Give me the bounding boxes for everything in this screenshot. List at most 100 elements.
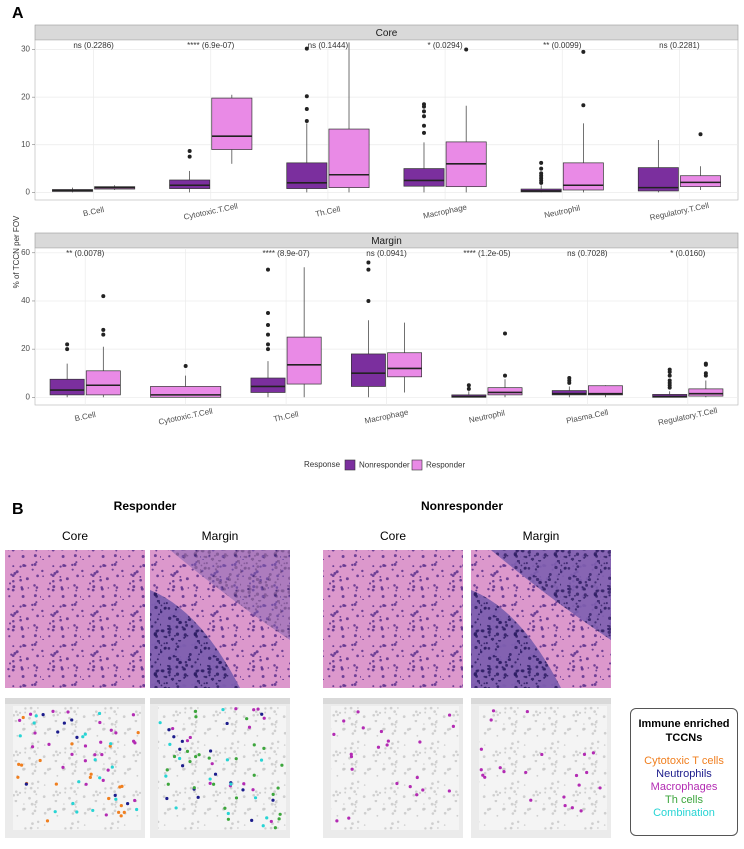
map-cell (89, 772, 93, 776)
annotation: **** (1.2e-05) (463, 249, 510, 258)
map-cell (269, 819, 273, 824)
map-cell (81, 735, 85, 739)
he-dense-region (471, 590, 561, 688)
map-cell (71, 801, 75, 806)
box (403, 168, 445, 187)
strip-title: Core (376, 28, 398, 39)
map-cell (252, 708, 256, 712)
outlier (265, 311, 270, 316)
map-cell (479, 747, 483, 751)
map-cell (93, 753, 97, 757)
map-cell (221, 707, 225, 712)
map-cell (252, 743, 256, 747)
map-cell (223, 806, 227, 810)
box (487, 387, 523, 396)
map-cell (247, 725, 252, 729)
map-cell (349, 755, 354, 759)
map-cell (260, 712, 264, 716)
outlier (366, 298, 371, 303)
box (286, 162, 328, 189)
map-cell (226, 811, 230, 816)
map-cell (33, 731, 37, 735)
box (680, 175, 721, 188)
map-cell (356, 710, 360, 714)
map-cell (70, 718, 74, 722)
outlier (265, 267, 270, 272)
map-cell (242, 782, 246, 786)
map-cell (563, 803, 567, 808)
y-tick-label: 60 (21, 248, 30, 257)
x-tick-label: B.Cell (82, 205, 105, 218)
map-strip (323, 698, 463, 704)
map-cell (591, 751, 595, 755)
box (551, 390, 587, 396)
map-cell (185, 749, 190, 753)
map-cell (110, 765, 114, 769)
y-tick-label: 30 (21, 45, 30, 54)
map-cell (489, 718, 493, 722)
outlier (187, 148, 192, 153)
map-cell (158, 721, 162, 725)
map-cell (229, 782, 233, 786)
map-cell (18, 718, 22, 722)
map-cell (585, 770, 589, 775)
annotation: ns (0.1444) (308, 41, 349, 50)
outlier (101, 327, 106, 332)
map-cell (395, 781, 399, 786)
map-cell (280, 763, 284, 767)
map-cell (97, 711, 102, 716)
annotation: ns (0.0941) (366, 249, 407, 258)
outlier (703, 361, 708, 366)
annotation: * (0.0294) (428, 41, 463, 50)
box (588, 385, 623, 396)
map-cell (61, 765, 65, 769)
outlier (581, 49, 586, 54)
map-cell (502, 769, 506, 774)
he-dense-region (491, 550, 611, 640)
map-cell (277, 817, 281, 821)
map-cell (208, 781, 212, 785)
map-cell (525, 709, 529, 714)
box (250, 377, 286, 393)
map-cell (332, 732, 336, 736)
x-tick-label: Regulatory.T.Cell (657, 406, 718, 427)
x-tick-label: Th.Cell (315, 205, 342, 219)
map-cell (56, 730, 60, 734)
y-tick-label: 20 (21, 344, 30, 353)
outlier (539, 171, 544, 176)
map-cell (347, 816, 351, 820)
map-cell (88, 775, 92, 779)
outlier (421, 102, 426, 107)
map-cell (447, 713, 452, 717)
box (150, 386, 222, 398)
outlier (421, 114, 426, 119)
outlier (101, 294, 106, 299)
legend-item: Combination (653, 807, 715, 819)
map-cell (196, 795, 200, 799)
x-tick-label: Plasma.Cell (565, 408, 609, 426)
map-cell (106, 768, 110, 772)
box (350, 353, 386, 387)
outlier (464, 47, 469, 52)
x-tick-label: Neutrophil (468, 408, 506, 424)
annotation: **** (8.9e-07) (263, 249, 310, 258)
map-cell (447, 789, 451, 793)
map-cell (178, 747, 182, 751)
map-cell (165, 796, 169, 801)
map-cell (524, 770, 528, 775)
map-cell (273, 826, 277, 830)
map-cell (178, 756, 182, 761)
outlier (466, 383, 471, 388)
map-strip (150, 698, 290, 704)
map-cell (251, 788, 255, 792)
map-cell (259, 758, 264, 762)
map-cell (415, 793, 419, 797)
legend-title: Immune enriched TCCNs (638, 718, 730, 744)
map-cell (234, 707, 238, 711)
map-cell (75, 735, 79, 739)
panel-label: A (12, 5, 24, 22)
map-cell (207, 756, 211, 760)
annotation: ** (0.0099) (543, 41, 582, 50)
box (85, 370, 121, 396)
